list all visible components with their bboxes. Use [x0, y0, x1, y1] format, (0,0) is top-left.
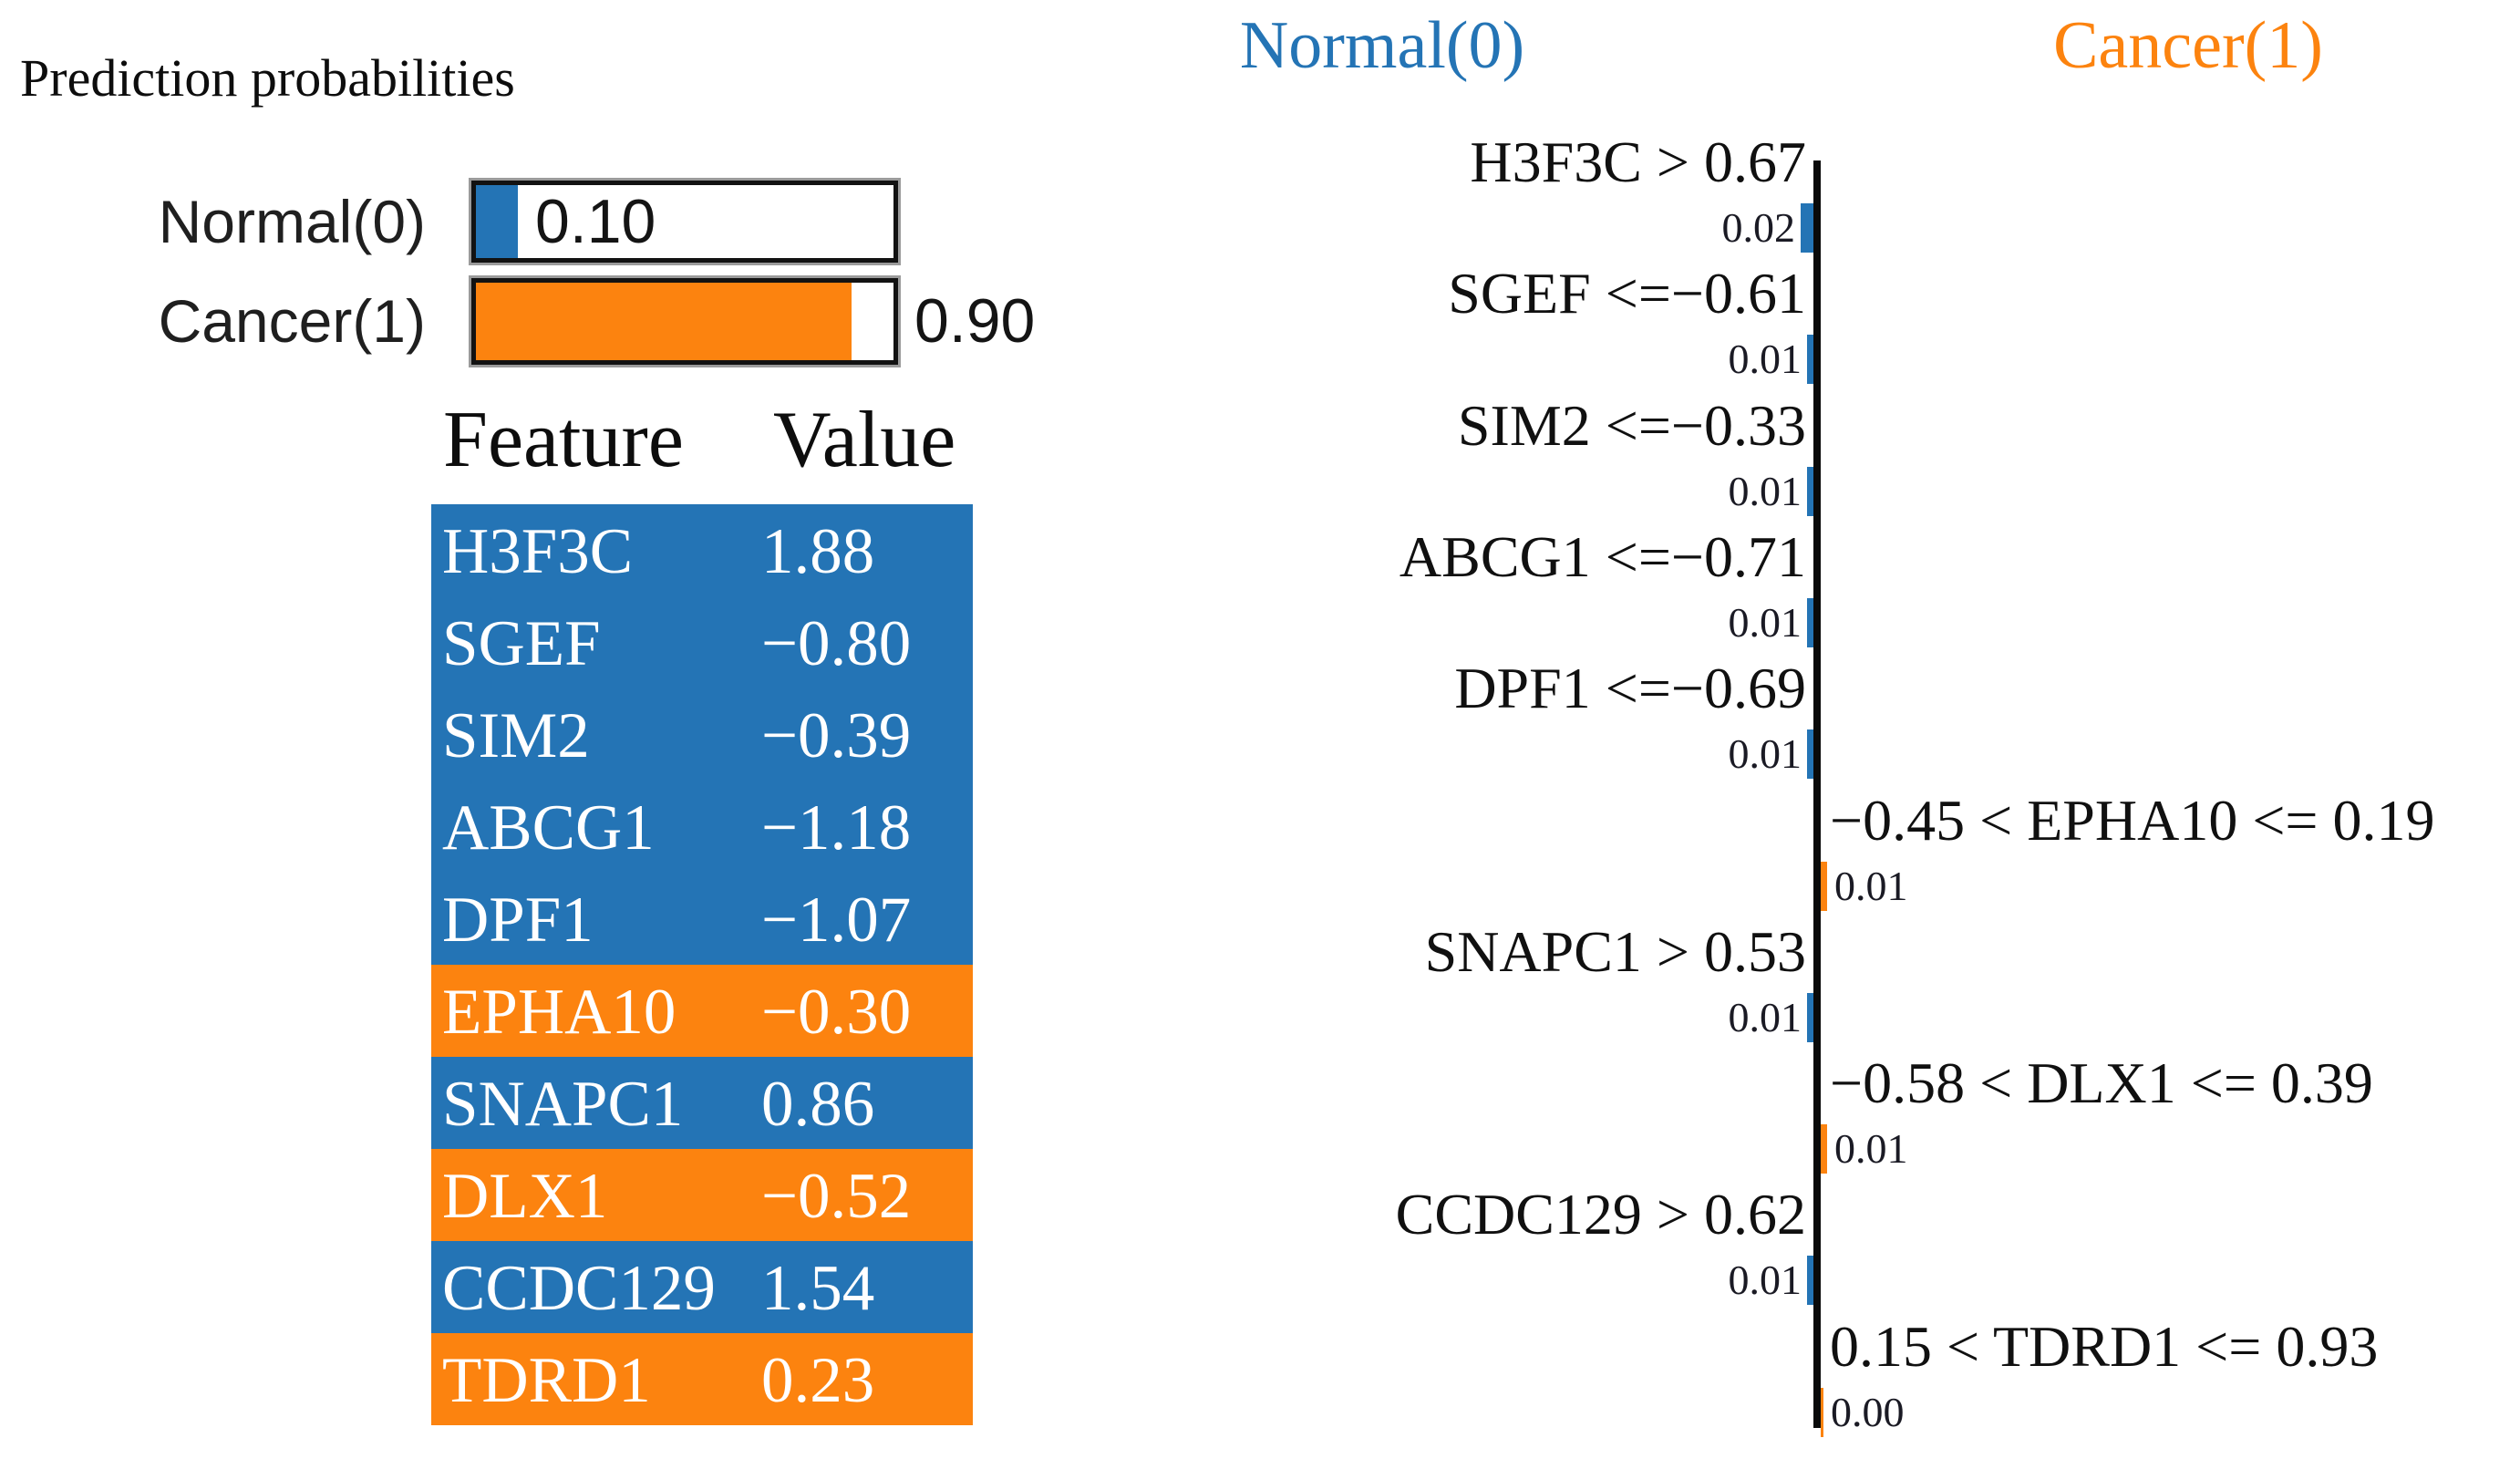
weight-bar [1821, 1388, 1823, 1437]
probability-value: 0.90 [914, 286, 1036, 356]
feature-name: SIM2 [442, 700, 590, 771]
feature-table-row: TDRD1 0.23 [431, 1333, 973, 1425]
weight-label: 0.01 [1728, 599, 1802, 646]
weight-label: 0.01 [1728, 468, 1802, 514]
weight-bar [1807, 598, 1813, 647]
weight-bar [1821, 1124, 1827, 1174]
feature-name: ABCG1 [442, 792, 655, 864]
weight-bar [1801, 203, 1813, 253]
prediction-probabilities-title: Prediction probabilities [20, 48, 515, 108]
probability-bar-track [471, 278, 898, 365]
feature-value: −0.30 [761, 977, 912, 1048]
feature-table-row: DPF1 −1.07 [431, 873, 973, 965]
feature-condition-label: −0.45 < EPHA10 <= 0.19 [1830, 788, 2435, 853]
feature-value-table: H3F3C 1.88 SGEF −0.80 SIM2 −0.39 ABCG1 −… [431, 504, 973, 1425]
feature-table-row: EPHA10 −0.30 [431, 965, 973, 1057]
weight-label: 0.01 [1728, 1257, 1802, 1303]
feature-condition-label: SGEF <=−0.61 [1448, 261, 1806, 326]
probability-bar-track [471, 181, 898, 263]
weight-bar [1807, 1256, 1813, 1305]
weight-label: 0.02 [1721, 204, 1796, 251]
cancer-class-header: Cancer(1) [2053, 8, 2323, 83]
feature-condition-label: SNAPC1 > 0.53 [1424, 919, 1806, 984]
feature-table-row: SNAPC1 0.86 [431, 1057, 973, 1149]
feature-condition-label: 0.15 < TDRD1 <= 0.93 [1830, 1314, 2379, 1379]
feature-value: −1.18 [761, 792, 912, 864]
explanation-axis-line [1813, 160, 1821, 1428]
feature-condition-label: −0.58 < DLX1 <= 0.39 [1830, 1050, 2373, 1115]
feature-condition-label: ABCG1 <=−0.71 [1399, 524, 1806, 589]
feature-value: 1.54 [761, 1253, 875, 1324]
weight-label: 0.01 [1834, 863, 1908, 909]
feature-value: −0.80 [761, 608, 912, 679]
weight-label: 0.01 [1728, 336, 1802, 382]
feature-name: SNAPC1 [442, 1069, 684, 1140]
probability-value: 0.10 [535, 187, 656, 256]
feature-name: DLX1 [442, 1161, 608, 1232]
weight-label: 0.00 [1831, 1389, 1905, 1435]
feature-name: DPF1 [442, 885, 594, 956]
weight-bar [1807, 335, 1813, 384]
feature-name: TDRD1 [442, 1345, 651, 1416]
probability-bar-fill [476, 185, 518, 258]
feature-table-row: H3F3C 1.88 [431, 504, 973, 596]
feature-name: SGEF [442, 608, 601, 679]
weight-bar [1807, 729, 1813, 779]
feature-table-row: CCDC129 1.54 [431, 1241, 973, 1333]
feature-value: −0.52 [761, 1161, 912, 1232]
weight-bar [1807, 467, 1813, 516]
feature-value: 1.88 [761, 516, 875, 587]
feature-table-row: SIM2 −0.39 [431, 688, 973, 781]
feature-condition-label: SIM2 <=−0.33 [1457, 393, 1806, 458]
feature-value: 0.23 [761, 1345, 875, 1416]
feature-value: −0.39 [761, 700, 912, 771]
probability-bar-fill [476, 283, 852, 360]
feature-table-row: SGEF −0.80 [431, 596, 973, 688]
feature-condition-label: H3F3C > 0.67 [1470, 129, 1806, 194]
weight-label: 0.01 [1728, 994, 1802, 1040]
weight-bar [1821, 862, 1827, 911]
probability-class-label: Normal(0) [158, 188, 426, 255]
feature-condition-label: CCDC129 > 0.62 [1395, 1182, 1806, 1247]
weight-label: 0.01 [1728, 730, 1802, 777]
feature-name: H3F3C [442, 516, 634, 587]
value-column-header: Value [773, 396, 956, 484]
feature-name: EPHA10 [442, 977, 676, 1048]
feature-value: −1.07 [761, 885, 912, 956]
probability-class-label: Cancer(1) [158, 287, 426, 355]
feature-table-row: DLX1 −0.52 [431, 1149, 973, 1241]
feature-condition-label: DPF1 <=−0.69 [1454, 656, 1806, 720]
normal-class-header: Normal(0) [1239, 8, 1525, 83]
weight-bar [1807, 993, 1813, 1042]
weight-label: 0.01 [1834, 1125, 1908, 1172]
feature-value: 0.86 [761, 1069, 875, 1140]
feature-column-header: Feature [443, 396, 684, 484]
feature-name: CCDC129 [442, 1253, 716, 1324]
feature-table-row: ABCG1 −1.18 [431, 781, 973, 873]
